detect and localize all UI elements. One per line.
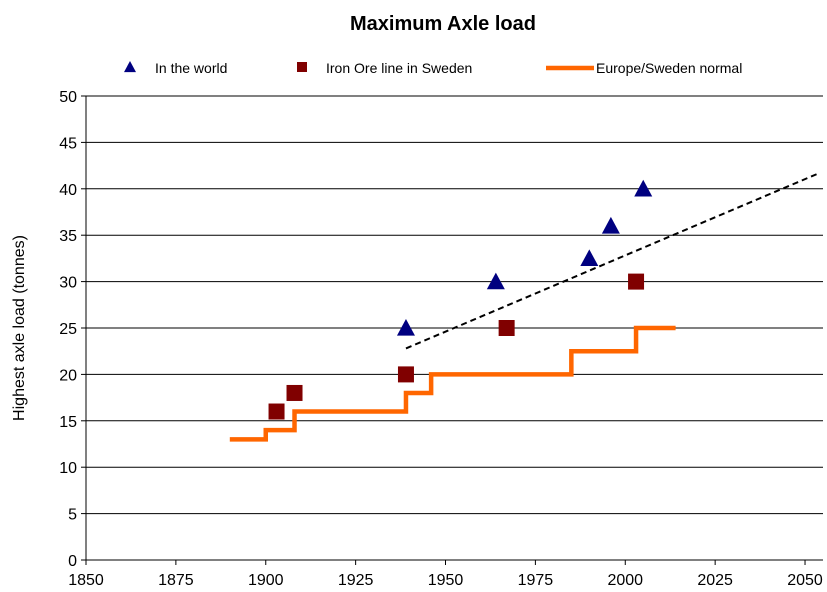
legend-marker-iron-ore-line bbox=[297, 62, 307, 72]
y-tick-label-45: 45 bbox=[59, 135, 77, 152]
plot-area bbox=[229, 172, 820, 442]
legend-marker-in-the-world bbox=[124, 61, 136, 73]
x-tick-label-1900: 1900 bbox=[248, 572, 284, 589]
gridlines bbox=[86, 95, 823, 515]
x-tick-label-1850: 1850 bbox=[68, 572, 104, 589]
y-tick-label-30: 30 bbox=[59, 275, 77, 292]
world-point bbox=[580, 249, 599, 267]
y-tick-label-50: 50 bbox=[59, 89, 77, 106]
x-tick-label-2025: 2025 bbox=[697, 572, 733, 589]
y-tick-label-20: 20 bbox=[59, 367, 77, 384]
world-point bbox=[634, 179, 653, 197]
x-tick-label-1975: 1975 bbox=[518, 572, 554, 589]
europe-sweden-normal-line bbox=[229, 325, 676, 442]
y-tick-label-35: 35 bbox=[59, 228, 77, 245]
x-tick-label-2050: 2050 bbox=[787, 572, 823, 589]
legend-label-europe-sweden-normal: Europe/Sweden normal bbox=[596, 60, 742, 76]
iron-ore-point bbox=[286, 384, 303, 401]
x-tick-label-1875: 1875 bbox=[158, 572, 194, 589]
legend: In the world Iron Ore line in Sweden Eur… bbox=[124, 60, 742, 76]
chart-title: Maximum Axle load bbox=[350, 13, 536, 35]
y-tick-label-25: 25 bbox=[59, 321, 77, 338]
world-point bbox=[601, 216, 620, 234]
y-tick-label-15: 15 bbox=[59, 414, 77, 431]
trend-line bbox=[405, 172, 820, 350]
x-tick-label-1950: 1950 bbox=[428, 572, 464, 589]
y-tick-label-10: 10 bbox=[59, 460, 77, 477]
world-point bbox=[486, 272, 505, 290]
iron-ore-point bbox=[628, 273, 645, 290]
y-axis-ticks: 0 5 10 15 20 25 30 35 40 45 50 bbox=[59, 89, 86, 570]
legend-label-iron-ore-line: Iron Ore line in Sweden bbox=[326, 60, 472, 76]
y-tick-label-0: 0 bbox=[68, 553, 77, 570]
x-tick-label-2000: 2000 bbox=[607, 572, 643, 589]
x-tick-label-1925: 1925 bbox=[338, 572, 374, 589]
x-axis-ticks: 1850 1875 1900 1925 1950 1975 2000 2025 2050 bbox=[68, 560, 823, 589]
iron-ore-point bbox=[498, 320, 515, 336]
legend-label-in-the-world: In the world bbox=[155, 60, 227, 76]
world-point bbox=[396, 319, 415, 336]
y-tick-label-5: 5 bbox=[68, 507, 77, 524]
iron-ore-point bbox=[268, 403, 285, 420]
y-tick-label-40: 40 bbox=[59, 182, 77, 199]
y-axis-label: Highest axle load (tonnes) bbox=[11, 235, 28, 421]
iron-ore-point bbox=[397, 366, 414, 383]
